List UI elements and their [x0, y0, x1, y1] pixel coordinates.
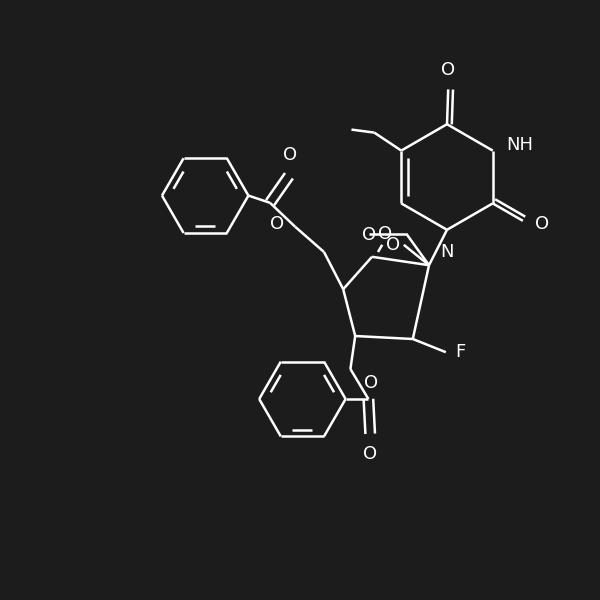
- Text: O: O: [362, 226, 376, 244]
- Text: N: N: [440, 243, 454, 261]
- Text: NH: NH: [506, 136, 533, 154]
- Text: O: O: [535, 215, 549, 233]
- Text: O: O: [363, 445, 377, 463]
- Text: O: O: [386, 236, 400, 254]
- Text: F: F: [455, 343, 465, 361]
- Text: O: O: [377, 225, 392, 243]
- Text: O: O: [364, 374, 378, 392]
- Text: O: O: [441, 61, 455, 79]
- Text: O: O: [270, 215, 284, 233]
- Text: O: O: [283, 146, 297, 164]
